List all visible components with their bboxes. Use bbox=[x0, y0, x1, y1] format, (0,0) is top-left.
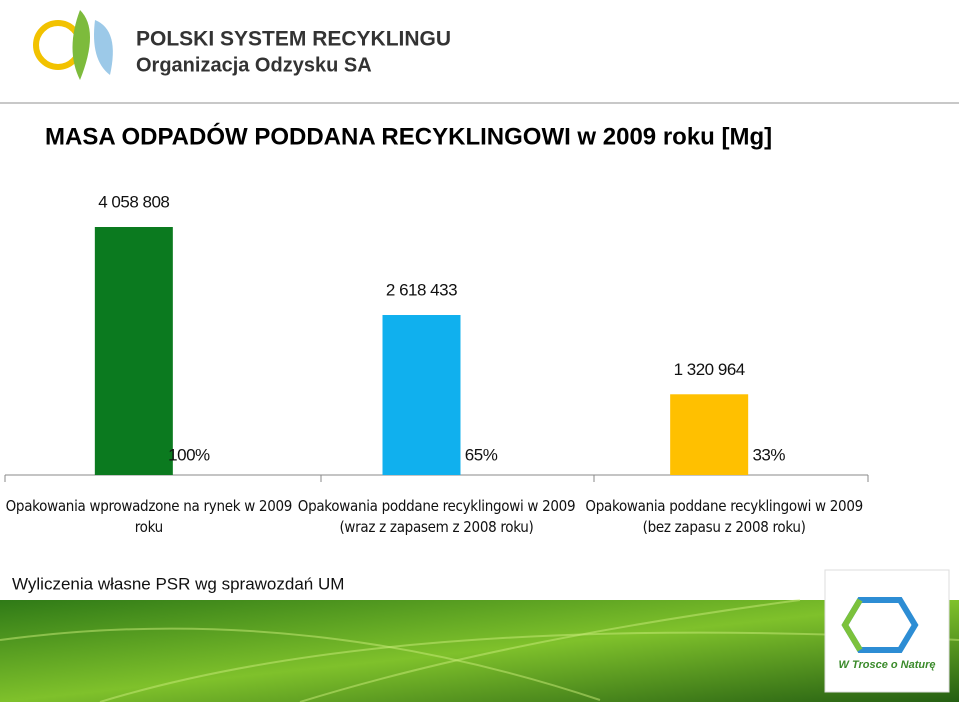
bar bbox=[670, 394, 749, 475]
org-name: POLSKI SYSTEM RECYKLINGU bbox=[136, 28, 451, 51]
category-label: Opakowania poddane recyklingowi w 2009 (… bbox=[297, 497, 576, 536]
category-label: Opakowania poddane recyklingowi w 2009 (… bbox=[585, 497, 863, 536]
share-label: 100% bbox=[168, 445, 210, 464]
org-subtitle: Organizacja Odzysku SA bbox=[136, 54, 372, 76]
chart-title: MASA ODPADÓW PODDANA RECYKLINGOWI w 2009… bbox=[45, 122, 772, 150]
footnote: Wyliczenia własne PSR wg sprawozdań UM bbox=[12, 574, 344, 593]
logo bbox=[33, 10, 113, 80]
badge-label: W Trosce o Naturę bbox=[839, 659, 936, 671]
leaf-veins bbox=[0, 599, 959, 702]
category-label: Opakowania wprowadzone na rynek w 2009 r… bbox=[5, 497, 293, 536]
bar bbox=[382, 315, 461, 475]
badge-box bbox=[824, 569, 950, 693]
share-label: 65% bbox=[465, 445, 498, 464]
bar bbox=[94, 227, 173, 475]
value-label: 4 058 808 bbox=[98, 192, 169, 211]
share-label: 33% bbox=[752, 445, 785, 464]
value-label: 2 618 433 bbox=[386, 280, 457, 299]
footer-background bbox=[0, 600, 959, 702]
badge-icon-left bbox=[841, 598, 863, 652]
axis bbox=[4, 474, 869, 482]
value-label: 1 320 964 bbox=[674, 360, 745, 379]
